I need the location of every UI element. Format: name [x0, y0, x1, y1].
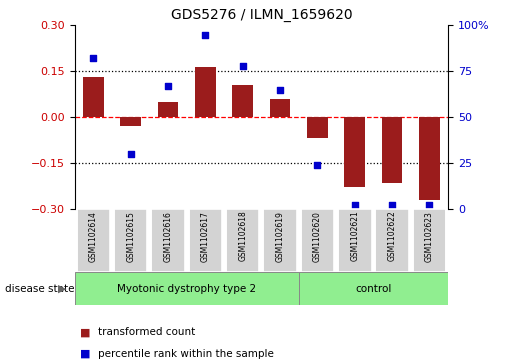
Text: GSM1102621: GSM1102621: [350, 211, 359, 261]
Bar: [382, 117, 402, 183]
Bar: [195, 67, 216, 117]
Bar: [75, 272, 299, 305]
Bar: [188, 209, 222, 272]
Text: percentile rank within the sample: percentile rank within the sample: [98, 349, 274, 359]
Point: [351, 202, 359, 208]
Bar: [226, 209, 260, 272]
Text: GSM1102615: GSM1102615: [126, 211, 135, 261]
Text: GSM1102614: GSM1102614: [89, 211, 98, 261]
Text: GSM1102619: GSM1102619: [276, 211, 284, 261]
Text: GSM1102618: GSM1102618: [238, 211, 247, 261]
Point: [89, 56, 97, 61]
Point: [425, 202, 434, 208]
Bar: [299, 272, 448, 305]
Point: [276, 87, 284, 93]
Text: ■: ■: [80, 327, 90, 337]
Text: GSM1102622: GSM1102622: [388, 211, 397, 261]
Bar: [307, 117, 328, 138]
Text: transformed count: transformed count: [98, 327, 195, 337]
Point: [201, 32, 210, 37]
Text: disease state: disease state: [5, 284, 75, 294]
Bar: [232, 85, 253, 117]
Bar: [121, 117, 141, 126]
Title: GDS5276 / ILMN_1659620: GDS5276 / ILMN_1659620: [170, 8, 352, 22]
Point: [127, 151, 135, 157]
Text: GSM1102617: GSM1102617: [201, 211, 210, 261]
Text: GSM1102623: GSM1102623: [425, 211, 434, 261]
Bar: [345, 117, 365, 187]
Bar: [338, 209, 371, 272]
Text: control: control: [355, 284, 391, 294]
Text: GSM1102620: GSM1102620: [313, 211, 322, 261]
Bar: [413, 209, 446, 272]
Bar: [263, 209, 297, 272]
Bar: [270, 99, 290, 117]
Bar: [301, 209, 334, 272]
Bar: [77, 209, 110, 272]
Text: GSM1102616: GSM1102616: [164, 211, 173, 261]
Bar: [375, 209, 409, 272]
Bar: [151, 209, 185, 272]
Point: [313, 162, 321, 168]
Point: [164, 83, 172, 89]
Text: ▶: ▶: [58, 284, 66, 294]
Bar: [114, 209, 147, 272]
Bar: [419, 117, 440, 200]
Bar: [83, 77, 104, 117]
Bar: [158, 102, 178, 117]
Point: [238, 63, 247, 69]
Text: Myotonic dystrophy type 2: Myotonic dystrophy type 2: [117, 284, 256, 294]
Text: ■: ■: [80, 349, 90, 359]
Point: [388, 202, 396, 208]
